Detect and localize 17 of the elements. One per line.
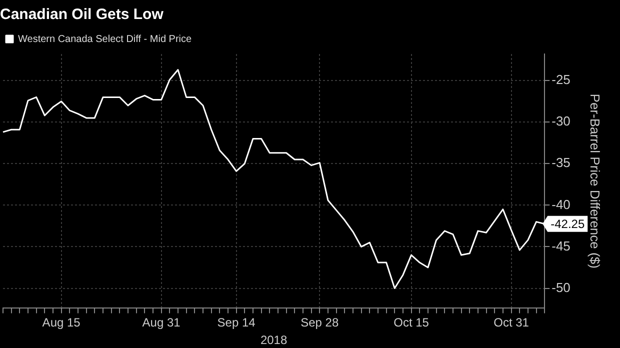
chart-title: Canadian Oil Gets Low (0, 6, 164, 24)
y-tick-label: -25 (552, 72, 570, 88)
x-axis-title: 2018 (260, 333, 288, 348)
x-tick-label: Aug 15 (42, 316, 81, 330)
y-tick-label: -40 (552, 196, 570, 212)
x-tick-label: Sep 28 (300, 316, 339, 330)
y-tick-label: -35 (552, 155, 570, 170)
x-tick-label: Sep 14 (217, 316, 256, 330)
y-axis-title: Per-Barrel Price Difference ($) (588, 94, 603, 268)
y-tick-label: -50 (552, 280, 570, 295)
x-tick-label: Oct 15 (394, 316, 430, 330)
legend-label: Western Canada Select Diff - Mid Price (18, 34, 192, 45)
y-tick-label: -30 (552, 114, 570, 129)
y-tick-label: -45 (552, 238, 570, 254)
x-tick-label: Oct 31 (494, 316, 530, 330)
data-label: -42.25 (550, 217, 585, 232)
x-tick-label: Aug 31 (142, 316, 181, 330)
